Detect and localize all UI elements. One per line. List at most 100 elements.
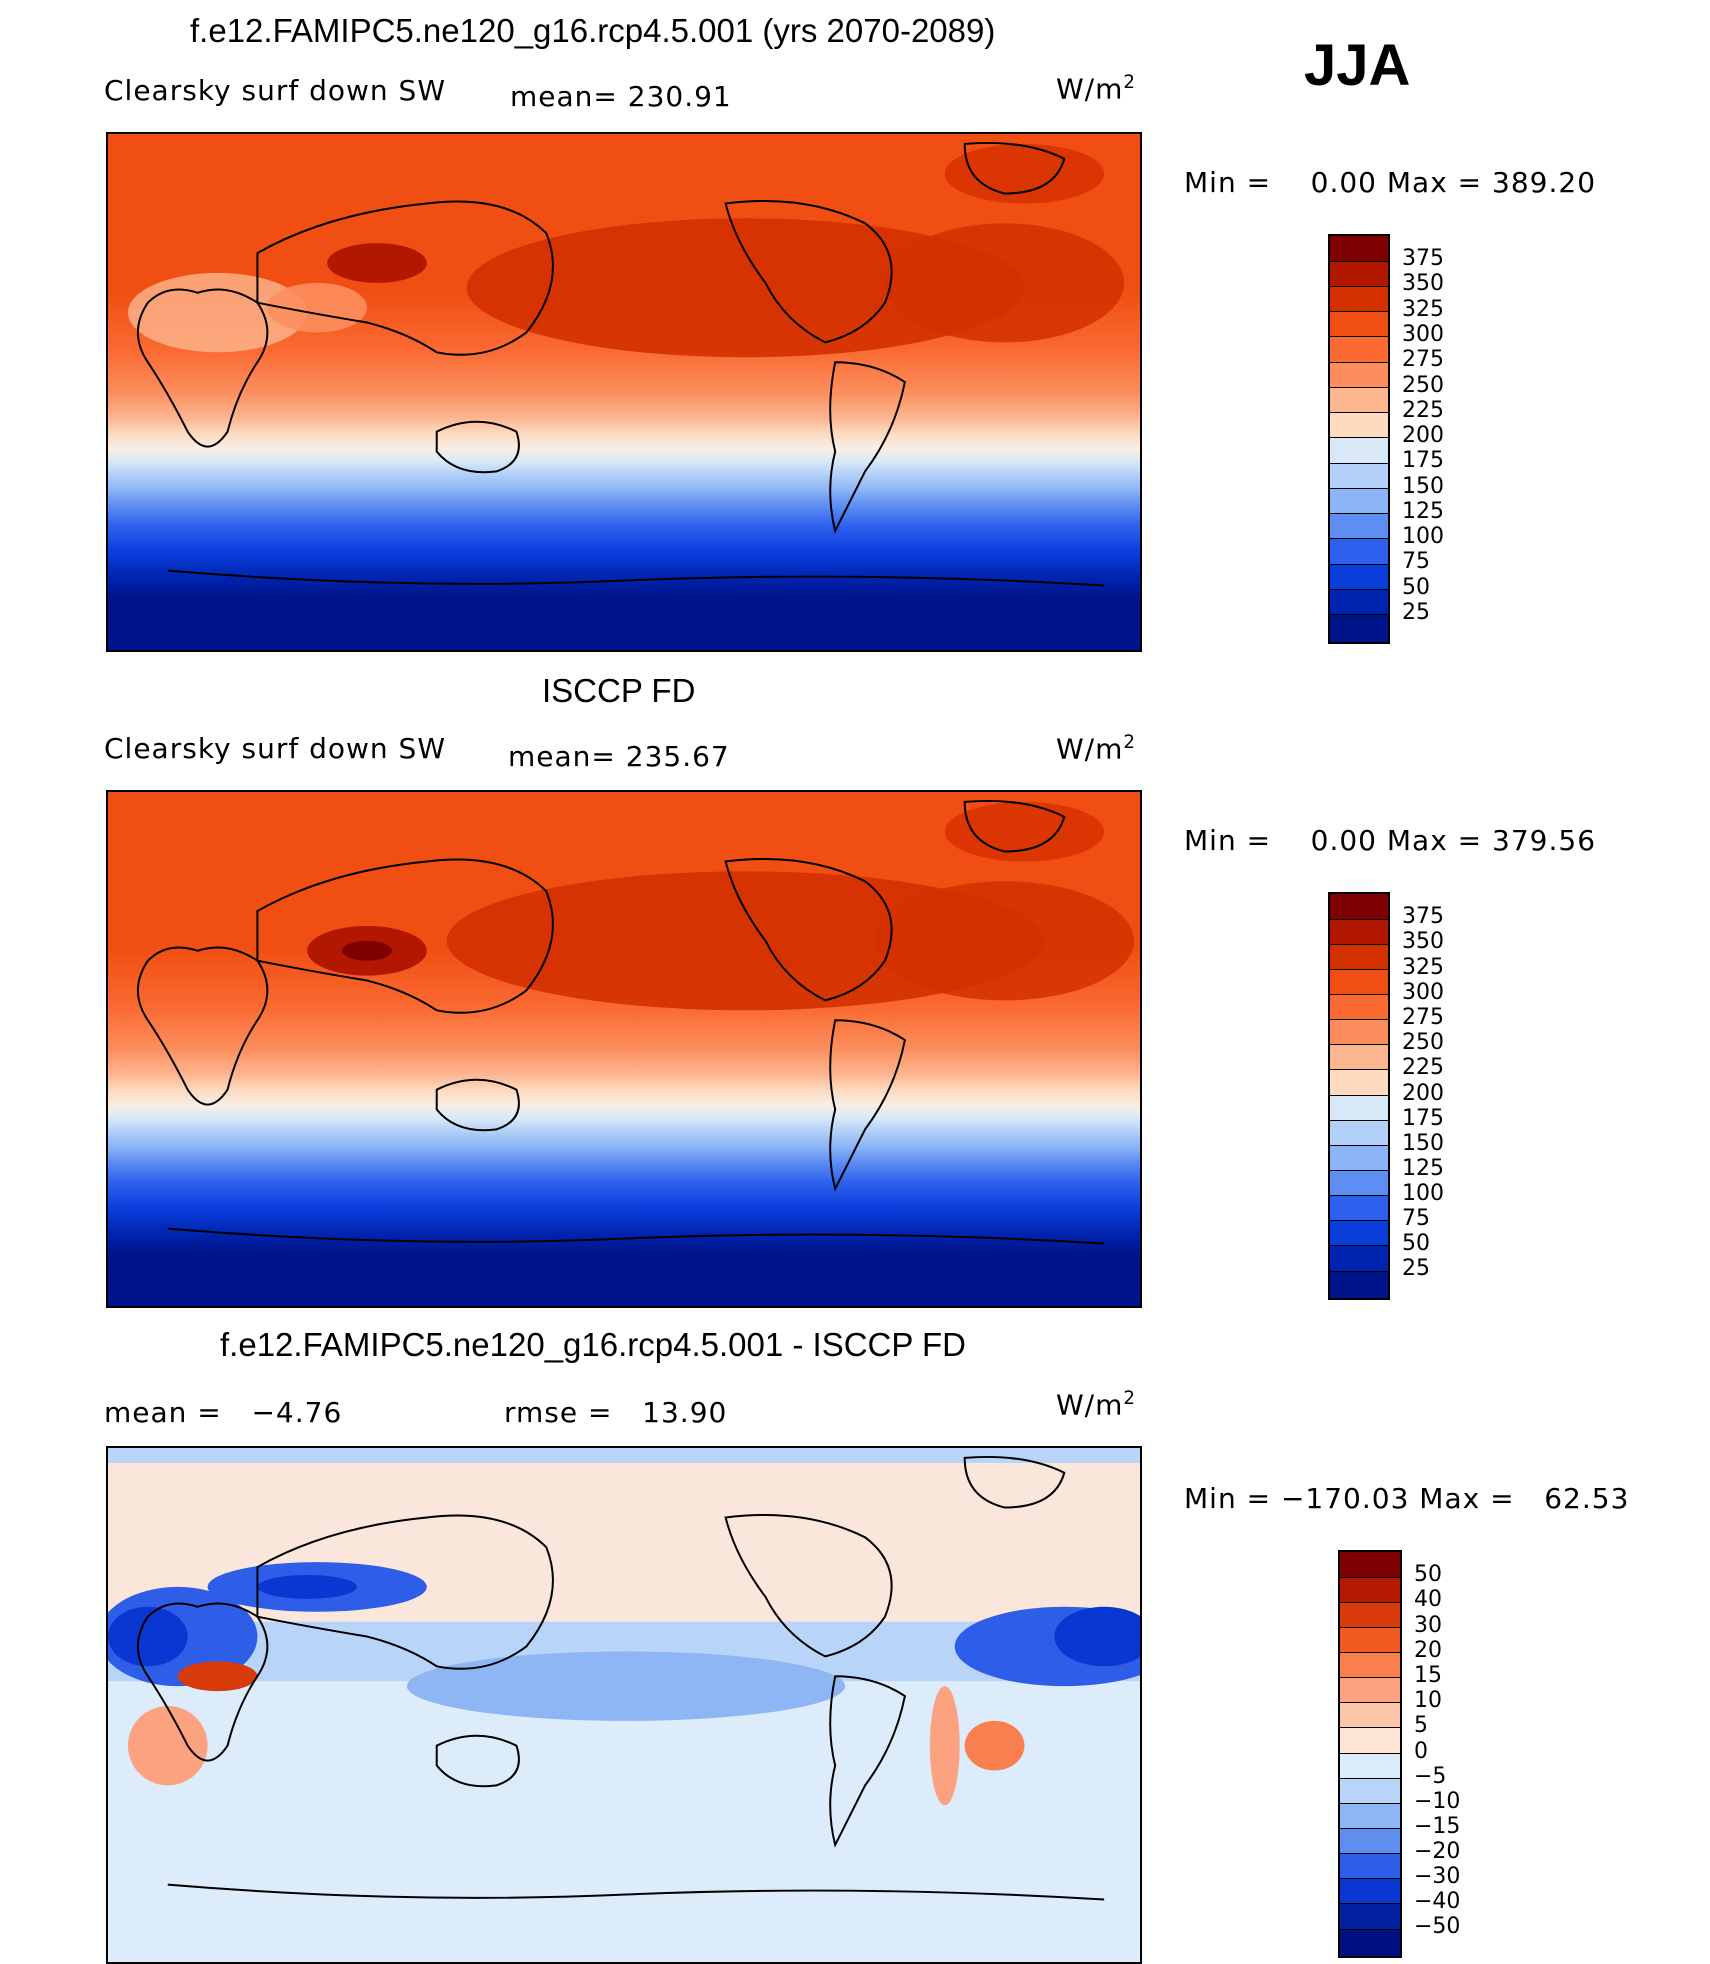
cb-diff-label: −10 xyxy=(1414,1789,1461,1814)
map-diff xyxy=(106,1446,1142,1964)
cb-diff-label: −15 xyxy=(1414,1814,1461,1839)
cb-obs-label: 75 xyxy=(1402,1206,1430,1231)
cb-obs-label: 275 xyxy=(1402,1005,1444,1030)
cb-obs-label: 175 xyxy=(1402,1106,1444,1131)
andes-high xyxy=(929,1686,960,1806)
cb-model-box-15 xyxy=(1330,590,1388,615)
cb-obs-label: 225 xyxy=(1402,1055,1444,1080)
cb-obs-label: 150 xyxy=(1402,1131,1444,1156)
cb-obs-box-12 xyxy=(1330,1171,1388,1196)
cb-diff-label: 30 xyxy=(1414,1613,1442,1638)
cb-diff-box-9 xyxy=(1340,1754,1400,1779)
cb-diff-label: −30 xyxy=(1414,1864,1461,1889)
colorbar-model xyxy=(1328,234,1390,644)
map-model xyxy=(106,132,1142,652)
cb-diff-label: −5 xyxy=(1414,1764,1447,1789)
cb-diff-box-4 xyxy=(1340,1628,1400,1653)
horn-africa-high xyxy=(177,1661,258,1692)
tibet-max xyxy=(327,243,427,283)
cb-obs-box-7 xyxy=(1330,1045,1388,1070)
cb-diff-box-3 xyxy=(1340,1603,1400,1628)
panel-obs-variable: Clearsky surf down SW xyxy=(104,732,447,765)
sahara-low2 xyxy=(267,282,367,333)
cb-obs-box-1 xyxy=(1330,894,1388,920)
cb-model-box-8 xyxy=(1330,413,1388,438)
cb-model-label: 375 xyxy=(1402,246,1444,271)
cb-obs-label: 375 xyxy=(1402,904,1444,929)
cb-model-box-14 xyxy=(1330,565,1388,590)
panel-obs-units: W/m2 xyxy=(1056,732,1136,766)
brazil-high xyxy=(964,1720,1025,1771)
atlantic-low-core xyxy=(1054,1606,1140,1667)
cb-obs-box-15 xyxy=(1330,1246,1388,1272)
north-pacific-max xyxy=(446,871,1045,1011)
panel-model-minmax: Min = 0.00 Max = 389.20 xyxy=(1184,166,1597,199)
cb-diff-label: 50 xyxy=(1414,1562,1442,1587)
cb-model-label: 25 xyxy=(1402,600,1430,625)
cb-model-label: 75 xyxy=(1402,549,1430,574)
cb-model-box-4 xyxy=(1330,312,1388,337)
cb-diff-box-16 xyxy=(1340,1930,1400,1956)
cb-obs-box-14 xyxy=(1330,1221,1388,1246)
panel-model-units: W/m2 xyxy=(1056,72,1136,106)
cb-diff-box-2 xyxy=(1340,1578,1400,1603)
north-pacific-max xyxy=(466,218,1025,358)
cb-diff-label: −20 xyxy=(1414,1839,1461,1864)
cb-obs-label: 350 xyxy=(1402,929,1444,954)
sahara-low xyxy=(127,272,308,353)
panel-model-title: f.e12.FAMIPC5.ne120_g16.rcp4.5.001 (yrs … xyxy=(190,12,996,49)
cb-model-box-10 xyxy=(1330,464,1388,489)
panel-diff-rmse: rmse = 13.90 xyxy=(504,1396,728,1429)
cb-obs-box-11 xyxy=(1330,1146,1388,1171)
cb-model-box-3 xyxy=(1330,287,1388,312)
cb-diff-box-13 xyxy=(1340,1854,1400,1879)
cb-obs-box-16 xyxy=(1330,1272,1388,1298)
cb-diff-label: −50 xyxy=(1414,1914,1461,1939)
cb-model-box-9 xyxy=(1330,438,1388,464)
cb-model-label: 300 xyxy=(1402,322,1444,347)
cb-model-box-7 xyxy=(1330,388,1388,413)
north-atlantic-max xyxy=(875,881,1135,1001)
cb-diff-box-11 xyxy=(1340,1804,1400,1829)
cb-diff-box-14 xyxy=(1340,1879,1400,1904)
cb-diff-label: 5 xyxy=(1414,1713,1428,1738)
panel-diff-units: W/m2 xyxy=(1056,1388,1136,1422)
cb-model-label: 225 xyxy=(1402,398,1444,423)
panel-diff-title: f.e12.FAMIPC5.ne120_g16.rcp4.5.001 - ISC… xyxy=(220,1326,966,1363)
greenland-max xyxy=(944,143,1105,204)
cb-diff-box-7 xyxy=(1340,1703,1400,1728)
cb-obs-box-6 xyxy=(1330,1020,1388,1045)
cb-model-box-16 xyxy=(1330,615,1388,642)
north-atlantic-max xyxy=(884,223,1125,343)
cb-model-label: 150 xyxy=(1402,474,1444,499)
arabia-low-core xyxy=(257,1575,358,1599)
cb-model-label: 50 xyxy=(1402,575,1430,600)
cb-model-box-2 xyxy=(1330,262,1388,287)
cb-diff-label: 20 xyxy=(1414,1638,1442,1663)
cb-model-label: 350 xyxy=(1402,271,1444,296)
cb-model-label: 325 xyxy=(1402,297,1444,322)
coastlines xyxy=(137,799,1105,1245)
tibet-core xyxy=(342,940,392,961)
cb-model-label: 125 xyxy=(1402,499,1444,524)
cb-obs-label: 100 xyxy=(1402,1181,1444,1206)
cb-model-label: 250 xyxy=(1402,373,1444,398)
sahara-low-core xyxy=(108,1606,188,1667)
cb-model-box-5 xyxy=(1330,337,1388,363)
season-label: JJA xyxy=(1304,33,1411,98)
cb-diff-label: −40 xyxy=(1414,1889,1461,1914)
cb-obs-label: 25 xyxy=(1402,1256,1430,1281)
cb-obs-label: 250 xyxy=(1402,1030,1444,1055)
colorbar-diff xyxy=(1338,1550,1402,1958)
cb-model-label: 275 xyxy=(1402,347,1444,372)
cb-diff-box-1 xyxy=(1340,1552,1400,1578)
coastlines xyxy=(137,141,1105,587)
cb-obs-box-13 xyxy=(1330,1196,1388,1221)
cb-model-box-6 xyxy=(1330,363,1388,388)
cb-diff-label: 0 xyxy=(1414,1739,1428,1764)
panel-diff-minmax: Min = −170.03 Max = 62.53 xyxy=(1184,1482,1630,1515)
cb-model-box-11 xyxy=(1330,489,1388,514)
cb-obs-label: 50 xyxy=(1402,1231,1430,1256)
cb-obs-box-5 xyxy=(1330,995,1388,1020)
cb-diff-box-15 xyxy=(1340,1904,1400,1930)
